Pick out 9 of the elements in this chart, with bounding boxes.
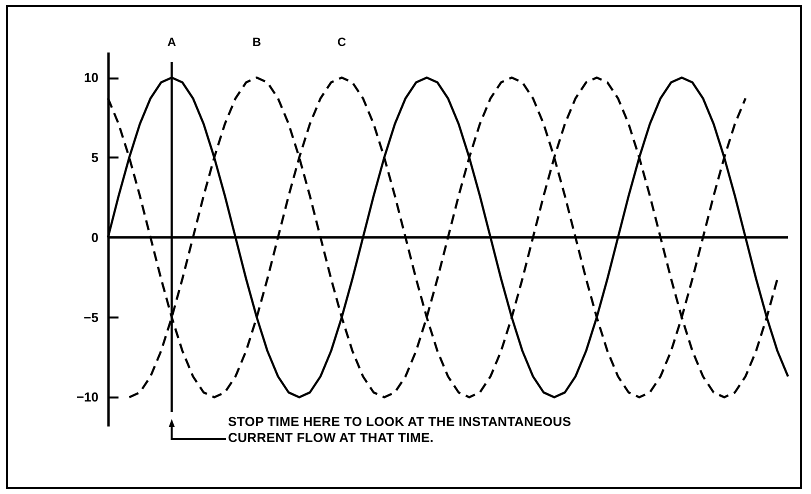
y-tick-label: 5 (91, 150, 98, 165)
text: B (252, 35, 262, 49)
annotation: STOP TIME HERE TO LOOK AT THE INSTANTANEOUS CURRENT FLOW AT THAT TIME. (228, 414, 572, 446)
text: A (167, 35, 176, 49)
y-tick-label: −5 (84, 310, 98, 325)
y-tick-label: −10 (76, 390, 98, 405)
y-tick-label: 0 (91, 230, 98, 245)
text: C (337, 35, 346, 49)
y-tick-label: 10 (84, 70, 98, 86)
